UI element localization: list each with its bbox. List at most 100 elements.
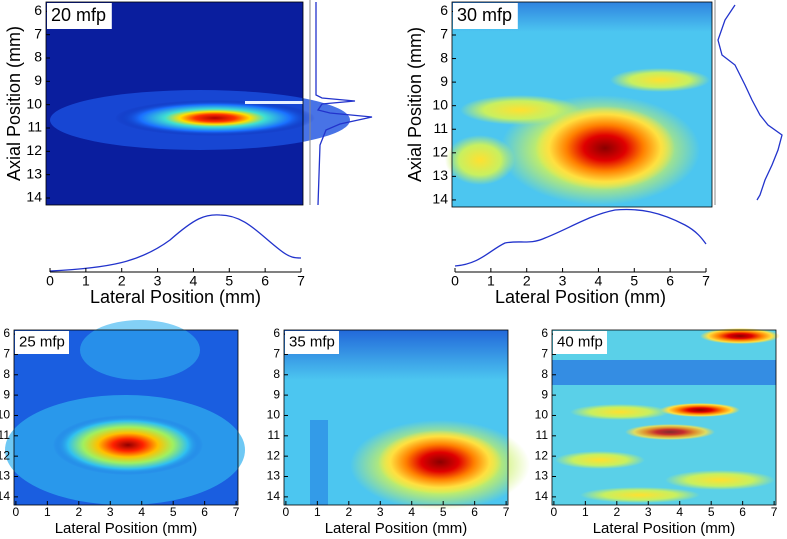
- x-tick-label: 5: [170, 505, 177, 519]
- x-tick-label: 3: [154, 273, 162, 289]
- y-tick-label: 6: [273, 326, 280, 340]
- x-axis-label: Lateral Position (mm): [325, 520, 468, 537]
- x-tick-label: 2: [75, 505, 82, 519]
- title-box: [553, 331, 607, 354]
- x-tick-label: 2: [345, 505, 352, 519]
- y-tick-label: 13: [267, 469, 281, 483]
- profile: [454, 0, 783, 273]
- y-tick-label: 13: [432, 167, 448, 183]
- y-tick-label: 8: [541, 367, 548, 381]
- x-tick-label: 0: [46, 273, 54, 289]
- y-tick-label: 10: [267, 408, 281, 422]
- panel-title: 20 mfp: [51, 5, 106, 25]
- x-axis-label: Lateral Position (mm): [90, 287, 261, 307]
- x-tick-label: 0: [13, 505, 20, 519]
- x-tick-label: 1: [582, 505, 589, 519]
- y-tick-label: 7: [34, 25, 42, 41]
- y-tick-label: 9: [34, 72, 42, 88]
- y-axis-label: Axial Position (mm): [4, 26, 24, 181]
- y-tick-label: 8: [34, 49, 42, 65]
- y-tick-label: 9: [541, 387, 548, 401]
- x-axis-label: Lateral Position (mm): [495, 287, 666, 307]
- y-tick-label: 9: [440, 73, 448, 89]
- y-tick-label: 11: [268, 428, 281, 442]
- panel-title: 40 mfp: [557, 333, 603, 350]
- heatmap-image: [552, 328, 780, 505]
- x-tick-label: 2: [523, 273, 531, 289]
- y-tick-label: 8: [440, 49, 448, 65]
- x-tick-label: 4: [595, 273, 603, 289]
- x-tick-label: 5: [225, 273, 233, 289]
- heatmap-image: [445, 2, 712, 207]
- x-tick-label: 1: [44, 505, 51, 519]
- x-tick-label: 3: [645, 505, 652, 519]
- x-tick-label: 7: [297, 273, 305, 289]
- y-tick-label: 12: [535, 448, 549, 462]
- y-tick-label: 11: [433, 120, 448, 136]
- y-tick-label: 7: [440, 26, 448, 42]
- y-tick-label: 14: [267, 489, 281, 503]
- x-tick-label: 0: [551, 505, 558, 519]
- y-tick-label: 6: [440, 2, 448, 18]
- y-tick-label: 14: [0, 489, 10, 503]
- x-axis-label: Lateral Position (mm): [593, 520, 736, 537]
- y-tick-label: 12: [432, 144, 448, 160]
- y-tick-label: 12: [267, 448, 281, 462]
- y-axis-label: Axial Position (mm): [405, 27, 425, 182]
- plot-frame: [551, 329, 777, 506]
- x-tick-label: 7: [233, 505, 240, 519]
- y-tick-label: 11: [536, 428, 549, 442]
- x-tick-label: 2: [118, 273, 126, 289]
- y-tick-label: 12: [0, 448, 10, 462]
- x-tick-label: 0: [451, 273, 459, 289]
- y-tick-label: 11: [0, 428, 10, 442]
- y-tick-label: 6: [3, 326, 10, 340]
- y-tick-label: 14: [26, 189, 42, 205]
- heatmap-image: [284, 330, 530, 510]
- y-tick-label: 9: [273, 387, 280, 401]
- x-tick-label: 4: [676, 505, 683, 519]
- x-tick-label: 2: [613, 505, 620, 519]
- title-box: [285, 331, 339, 354]
- x-tick-label: 6: [261, 273, 269, 289]
- y-tick-label: 11: [27, 119, 42, 135]
- plot-frame: [451, 1, 713, 208]
- x-tick-label: 6: [201, 505, 208, 519]
- y-tick-label: 13: [535, 469, 549, 483]
- x-tick-label: 4: [190, 273, 198, 289]
- title-box: [453, 3, 518, 29]
- y-tick-label: 10: [0, 408, 10, 422]
- y-tick-label: 13: [26, 165, 42, 181]
- y-tick-label: 10: [432, 96, 448, 112]
- panel-title: 30 mfp: [457, 5, 512, 25]
- x-tick-label: 3: [559, 273, 567, 289]
- x-tick-label: 7: [702, 273, 710, 289]
- y-tick-label: 9: [3, 387, 10, 401]
- x-tick-label: 3: [107, 505, 114, 519]
- y-tick-label: 10: [535, 408, 549, 422]
- x-tick-label: 6: [666, 273, 674, 289]
- x-axis-label: Lateral Position (mm): [55, 520, 198, 537]
- title-box: [47, 3, 112, 29]
- y-tick-label: 13: [0, 469, 10, 483]
- plot-frame: [13, 329, 239, 506]
- x-tick-label: 5: [630, 273, 638, 289]
- x-tick-label: 0: [283, 505, 290, 519]
- x-tick-label: 1: [314, 505, 321, 519]
- y-tick-label: 6: [541, 326, 548, 340]
- y-tick-label: 7: [541, 347, 548, 361]
- y-tick-label: 7: [3, 347, 10, 361]
- y-tick-label: 10: [26, 95, 42, 111]
- y-tick-label: 7: [273, 347, 280, 361]
- x-tick-label: 7: [771, 505, 778, 519]
- x-tick-label: 5: [440, 505, 447, 519]
- x-tick-label: 3: [377, 505, 384, 519]
- x-tick-label: 6: [471, 505, 478, 519]
- y-tick-label: 6: [34, 2, 42, 18]
- y-tick-label: 14: [535, 489, 549, 503]
- heatmap-image: [5, 320, 245, 505]
- x-tick-label: 4: [138, 505, 145, 519]
- profile: [49, 0, 373, 273]
- plot-frame: [45, 1, 304, 206]
